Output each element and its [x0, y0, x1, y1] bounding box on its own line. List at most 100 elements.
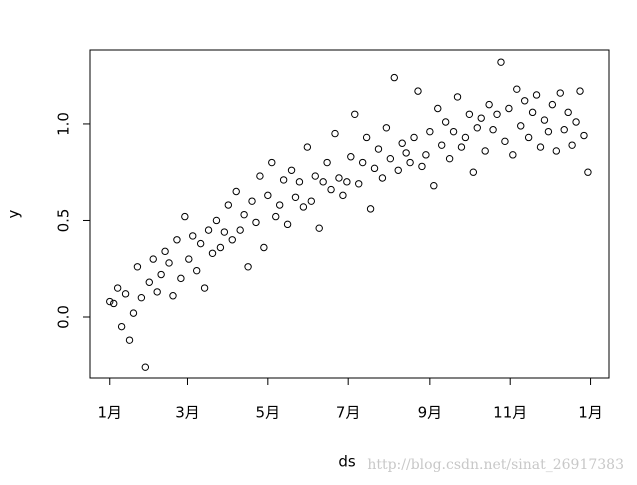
point: [540, 116, 549, 124]
point: [224, 201, 233, 209]
point: [319, 178, 327, 186]
point: [236, 226, 244, 234]
point: [493, 110, 501, 118]
point: [137, 293, 146, 302]
point: [192, 266, 201, 275]
point: [544, 127, 553, 136]
point: [556, 89, 564, 97]
point: [260, 243, 268, 252]
point: [121, 290, 130, 298]
point: [548, 100, 557, 109]
point: [113, 284, 122, 292]
point: [374, 145, 383, 153]
point: [560, 126, 568, 134]
point: [272, 212, 280, 221]
point: [438, 141, 446, 149]
point: [252, 218, 260, 227]
point: [501, 137, 509, 146]
point: [177, 274, 185, 283]
point: [362, 133, 371, 142]
point: [212, 216, 221, 225]
point: [449, 127, 458, 136]
point: [485, 100, 493, 109]
point: [283, 220, 292, 229]
plot-frame: [89, 49, 610, 379]
point: [355, 180, 363, 188]
point: [173, 236, 181, 244]
x-tick-label: 3月: [175, 404, 200, 422]
point: [386, 154, 395, 163]
point: [323, 158, 331, 167]
point: [208, 249, 217, 257]
point: [418, 162, 426, 171]
x-tick-label: 1月: [578, 404, 603, 422]
point: [169, 292, 177, 300]
point: [181, 212, 189, 221]
point: [497, 58, 505, 66]
point: [339, 191, 347, 200]
point: [453, 93, 462, 101]
point: [461, 133, 470, 142]
point: [517, 122, 525, 130]
point: [378, 174, 387, 182]
point: [481, 147, 489, 155]
point: [256, 172, 264, 180]
point: [532, 91, 541, 99]
point: [402, 149, 410, 157]
point: [149, 255, 157, 263]
point: [287, 166, 296, 174]
point: [509, 151, 517, 159]
point: [445, 154, 454, 163]
point: [165, 259, 173, 267]
point: [358, 158, 367, 167]
point: [141, 363, 150, 371]
point: [264, 191, 272, 200]
point: [580, 131, 588, 140]
point: [204, 226, 213, 234]
point: [117, 322, 126, 331]
point: [279, 176, 288, 184]
point: [398, 139, 406, 147]
point: [161, 247, 169, 256]
point: [196, 239, 205, 248]
point: [331, 129, 339, 138]
x-tick-label: 1月: [97, 404, 122, 422]
point: [240, 210, 248, 219]
point: [244, 263, 252, 271]
point: [505, 104, 513, 113]
point: [513, 85, 521, 93]
x-tick-label: 5月: [256, 404, 281, 422]
point: [315, 224, 323, 232]
y-tick-label: 1.0: [55, 112, 73, 136]
point: [220, 228, 229, 236]
point: [434, 104, 442, 113]
point: [410, 133, 418, 142]
point: [422, 151, 430, 159]
point: [469, 168, 478, 176]
point: [216, 243, 225, 252]
point: [572, 118, 580, 126]
point: [307, 197, 315, 205]
point: [232, 187, 240, 196]
point: [576, 87, 584, 95]
point: [441, 118, 450, 126]
point: [520, 97, 529, 105]
point: [200, 284, 209, 292]
point: [430, 182, 438, 190]
point: [145, 278, 153, 286]
point: [382, 124, 391, 132]
point: [414, 87, 422, 95]
point: [347, 153, 355, 161]
point: [303, 143, 312, 151]
point: [426, 127, 434, 136]
point: [299, 203, 308, 211]
point: [457, 143, 466, 151]
point: [185, 255, 193, 263]
point: [311, 172, 319, 180]
y-axis-label: y: [5, 209, 23, 218]
point: [335, 174, 343, 182]
point: [528, 108, 537, 117]
point: [110, 299, 118, 308]
